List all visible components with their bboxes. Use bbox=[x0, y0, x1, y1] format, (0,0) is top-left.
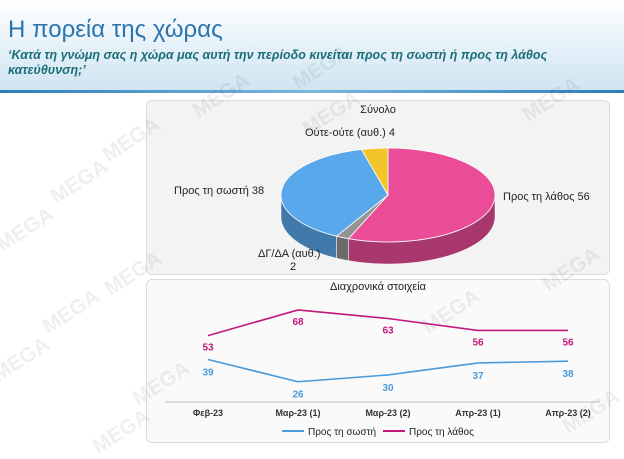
data-label: 39 bbox=[202, 368, 214, 379]
data-label: 56 bbox=[472, 337, 484, 348]
pie-label-dkna-value: 2 bbox=[290, 261, 296, 273]
line-panel bbox=[146, 279, 610, 443]
line-chart-title: Διαχρονικά στοιχεία bbox=[330, 281, 427, 293]
pie-label-right: Προς τη σωστή 38 bbox=[174, 185, 264, 197]
data-label: 56 bbox=[562, 337, 574, 348]
charts-canvas: Σύνολο Προς τη λάθος 56 Προς τη σωστή 38 Ού… bbox=[165, 104, 600, 438]
header-band bbox=[0, 0, 624, 92]
x-tick-label: Μαρ-23 (2) bbox=[365, 408, 410, 418]
data-label: 26 bbox=[292, 390, 304, 401]
x-tick-label: Απρ-23 (1) bbox=[455, 408, 500, 418]
legend-label-right: Προς τη σωστή bbox=[308, 426, 376, 438]
x-tick-label: Μαρ-23 (1) bbox=[275, 408, 320, 418]
pie-slice bbox=[360, 147, 389, 197]
data-label: 63 bbox=[382, 326, 394, 337]
page-subtitle: ‘Κατά τη γνώμη σας η χώρα μας αυτή την π… bbox=[8, 48, 548, 77]
legend-label-wrong: Προς τη λάθος bbox=[409, 426, 474, 438]
data-label: 30 bbox=[382, 383, 394, 394]
data-label: 38 bbox=[562, 369, 574, 380]
pie-label-neither: Ούτε-ούτε (αυθ.) 4 bbox=[305, 127, 395, 139]
pie-label-dkna: ΔΓ/ΔΑ (αυθ.) bbox=[258, 248, 320, 260]
pie-label-wrong: Προς τη λάθος 56 bbox=[503, 191, 590, 203]
data-label: 53 bbox=[202, 343, 214, 354]
series-line bbox=[207, 309, 568, 337]
x-tick-label: Απρ-23 (2) bbox=[545, 408, 590, 418]
data-label: 68 bbox=[292, 317, 304, 328]
data-label: 37 bbox=[472, 371, 484, 382]
header-divider bbox=[0, 90, 624, 93]
pie-title: Σύνολο bbox=[360, 104, 396, 116]
series-line bbox=[207, 358, 569, 383]
page-title: Η πορεία της χώρας bbox=[8, 16, 223, 43]
pie-slice-side bbox=[336, 235, 349, 261]
x-tick-label: Φεβ-23 bbox=[193, 408, 223, 418]
pie-slice bbox=[280, 149, 389, 237]
pie-slice bbox=[347, 147, 496, 243]
